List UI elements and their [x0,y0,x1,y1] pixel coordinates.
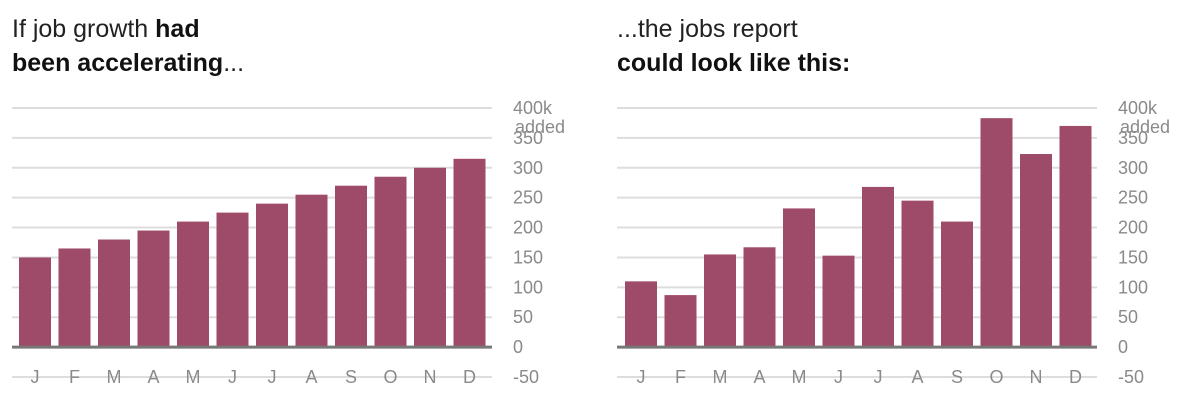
x-tick-label: N [1030,367,1043,387]
y-tick-label: 400k [513,98,553,118]
y-tick-label: 200 [1118,218,1148,238]
y-tick-label: 300 [513,158,543,178]
y-tick-label: 100 [1118,277,1148,297]
y-unit-label: added [1120,117,1170,137]
headline-line1-normal: If job growth [12,15,156,43]
headline-line2-bold: been accelerating [12,49,224,77]
x-tick-label: D [463,367,476,387]
bar [374,176,407,348]
x-tick-label: A [305,367,317,387]
bar [1059,125,1092,348]
y-tick-label: 350 [1118,128,1148,148]
x-tick-label: F [69,367,80,387]
y-tick-label: -50 [1118,367,1144,387]
bar-chart-left: 400k 350 300 250 200 150 100 50 0 -50 added J F M A M J J… [12,98,565,387]
chart-panel-right: ...the jobs report could look like this: … [605,0,1190,400]
y-tick-label: 250 [513,188,543,208]
x-tick-label: M [186,367,201,387]
y-tick-label: 400k [1118,98,1158,118]
x-tick-label: J [874,367,883,387]
y-tick-label: 0 [1118,337,1128,357]
y-tick-label: -50 [513,367,539,387]
y-tick-label: 100 [513,277,543,297]
chart-headline-left: If job growth had been accelerating... [12,12,244,80]
y-tick-label: 300 [1118,158,1148,178]
x-tick-label: J [834,367,843,387]
bar [335,185,367,348]
bar [137,230,170,348]
bar [216,212,249,348]
x-tick-label: J [228,367,237,387]
y-tick-label: 250 [1118,188,1148,208]
y-tick-label: 50 [513,307,533,327]
x-tick-label: M [107,367,122,387]
bar [901,200,934,348]
bar-chart-right: 400k 350 300 250 200 150 100 50 0 -50 added J F M A M J J… [617,98,1170,387]
bar [862,186,894,348]
bar [177,221,209,348]
bar [980,118,1013,348]
x-tick-label: A [147,367,159,387]
bar [98,239,130,348]
bar [453,158,486,348]
x-tick-label: D [1069,367,1082,387]
x-tick-label: O [383,367,397,387]
y-tick-label: 200 [513,218,543,238]
bar [822,255,855,348]
bar [704,254,736,348]
x-tick-label: N [424,367,437,387]
headline-line1-bold: had [155,15,200,43]
bar [783,208,815,348]
bar [256,203,288,348]
x-tick-label: A [911,367,923,387]
y-tick-label: 350 [513,128,543,148]
x-tick-label: J [268,367,277,387]
chart-headline-right: ...the jobs report could look like this: [617,12,850,80]
x-tick-label: M [792,367,807,387]
headline-line2-bold: could look like this: [617,49,851,77]
bar [664,295,697,348]
headline-line1-normal: ...the jobs report [617,15,798,43]
x-tick-label: M [713,367,728,387]
x-tick-label: O [989,367,1003,387]
bar [1020,154,1052,348]
x-tick-label: S [345,367,357,387]
y-tick-label: 150 [513,247,543,267]
y-tick-label: 50 [1118,307,1138,327]
x-tick-label: J [31,367,40,387]
headline-line2-normal: ... [223,49,245,77]
x-tick-label: J [637,367,646,387]
bar [743,247,776,348]
x-tick-label: S [951,367,963,387]
bar [19,257,51,348]
bar [941,221,973,348]
bar [58,248,91,348]
x-tick-label: F [675,367,686,387]
y-tick-label: 0 [513,337,523,357]
bar [414,167,446,348]
y-tick-label: 150 [1118,247,1148,267]
y-unit-label: added [515,117,565,137]
bar [625,281,657,348]
chart-panel-left: If job growth had been accelerating... 40… [12,12,565,387]
x-tick-label: A [753,367,765,387]
bar [295,194,328,348]
